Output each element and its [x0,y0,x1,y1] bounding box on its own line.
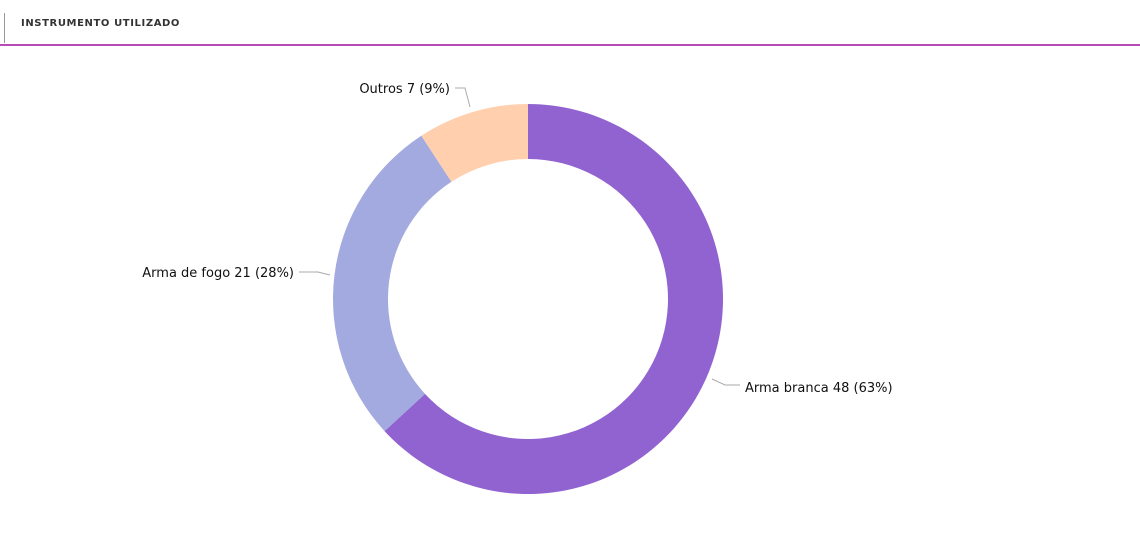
leader-line [299,271,331,276]
header-divider [4,13,5,43]
leader-line [711,378,740,386]
leader-line [455,87,471,108]
data-label: Arma branca 48 (63%) [745,381,893,396]
slice-arma-de-fogo[interactable] [333,135,452,432]
data-label: Outros 7 (9%) [359,82,450,97]
slice-outros[interactable] [421,104,528,182]
chart-title: INSTRUMENTO UTILIZADO [21,18,181,29]
data-label: Arma de fogo 21 (28%) [142,266,294,281]
chart-header: INSTRUMENTO UTILIZADO [0,0,1140,46]
slice-arma-branca[interactable] [384,104,724,495]
